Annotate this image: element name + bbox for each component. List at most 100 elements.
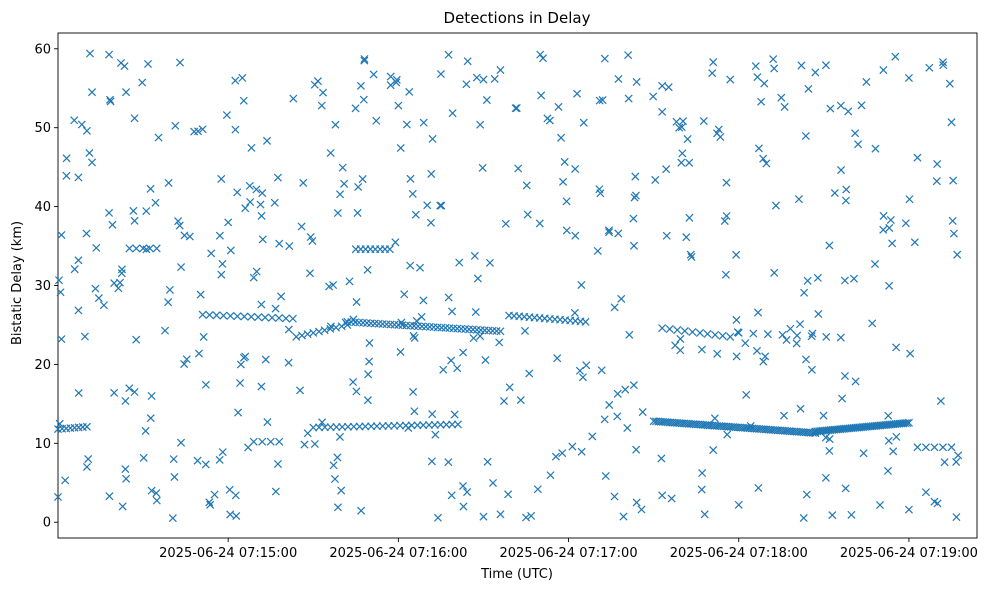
data-point [152, 496, 161, 505]
data-point [629, 214, 638, 223]
data-point [562, 197, 571, 206]
data-point [496, 66, 505, 75]
data-point [402, 120, 411, 129]
data-point [284, 358, 293, 367]
data-point [56, 288, 65, 297]
data-point [238, 73, 247, 82]
data-point [419, 296, 428, 305]
data-point [320, 423, 329, 432]
data-point [122, 88, 131, 97]
data-point [753, 73, 762, 82]
data-point [619, 512, 628, 521]
data-point [326, 423, 335, 432]
data-point [132, 244, 141, 253]
data-point [329, 281, 338, 290]
data-point [629, 381, 638, 390]
data-point [780, 102, 789, 111]
data-point [254, 313, 263, 322]
data-point [667, 494, 676, 503]
data-point [722, 178, 731, 187]
data-point [130, 387, 139, 397]
data-point [476, 332, 485, 341]
data-point [275, 437, 284, 446]
data-point [682, 233, 691, 242]
data-point [303, 429, 312, 438]
data-point [105, 208, 114, 217]
data-point [698, 469, 707, 478]
data-point [62, 171, 71, 180]
data-point [74, 173, 83, 182]
data-point [794, 195, 803, 204]
data-point [947, 118, 956, 127]
data-point [275, 239, 284, 248]
data-point [336, 190, 345, 199]
data-point [412, 316, 421, 325]
data-point [825, 241, 834, 250]
data-point [141, 426, 150, 435]
data-point [310, 439, 319, 449]
data-point [558, 449, 567, 458]
data-point [152, 244, 161, 253]
data-point [769, 55, 778, 64]
data-point [423, 201, 432, 210]
data-point [142, 245, 151, 254]
data-point [678, 149, 687, 158]
data-point [708, 69, 717, 78]
data-point [921, 488, 930, 497]
data-point [482, 96, 491, 105]
data-point [92, 243, 101, 252]
x-tick-label: 2025-06-24 07:17:00 [500, 546, 638, 561]
data-point [233, 188, 242, 197]
data-point [770, 64, 779, 73]
data-point [913, 443, 922, 452]
data-point [801, 131, 810, 140]
data-point [632, 498, 641, 507]
data-point [234, 408, 243, 417]
data-point [883, 466, 893, 475]
data-point [450, 410, 459, 419]
data-point [578, 373, 587, 382]
data-point [190, 127, 199, 136]
data-point [146, 414, 155, 423]
data-point [697, 485, 706, 494]
data-point [807, 332, 816, 341]
data-point [504, 490, 513, 499]
data-point [175, 58, 185, 67]
data-point [505, 383, 514, 392]
data-point [522, 181, 531, 190]
data-point [676, 334, 685, 343]
data-point [629, 241, 638, 250]
data-point [476, 120, 485, 129]
data-point [514, 164, 523, 173]
data-point [495, 338, 504, 347]
data-point [662, 165, 671, 174]
data-point [527, 511, 536, 520]
data-point [335, 432, 344, 441]
data-point [523, 210, 532, 219]
data-point [581, 317, 590, 326]
data-point [483, 457, 492, 466]
data-point [699, 117, 708, 126]
data-point [82, 422, 91, 431]
data-point [734, 500, 743, 509]
y-axis: 0 10 20 30 40 50 60 [34, 42, 58, 531]
data-point [55, 419, 64, 428]
data-point [723, 430, 732, 439]
data-point [359, 95, 368, 104]
data-point [600, 415, 609, 424]
data-point [91, 284, 100, 293]
data-point [352, 387, 361, 396]
data-point [577, 447, 586, 456]
data-point [840, 371, 849, 381]
data-point [904, 505, 913, 514]
data-point [836, 101, 845, 110]
data-point [338, 163, 347, 172]
data-point [201, 460, 210, 469]
data-point [225, 485, 234, 494]
data-point [952, 457, 961, 466]
data-point [837, 166, 846, 175]
data-point [384, 421, 393, 430]
data-point [331, 120, 340, 129]
data-point [700, 510, 709, 519]
data-point [147, 486, 156, 495]
